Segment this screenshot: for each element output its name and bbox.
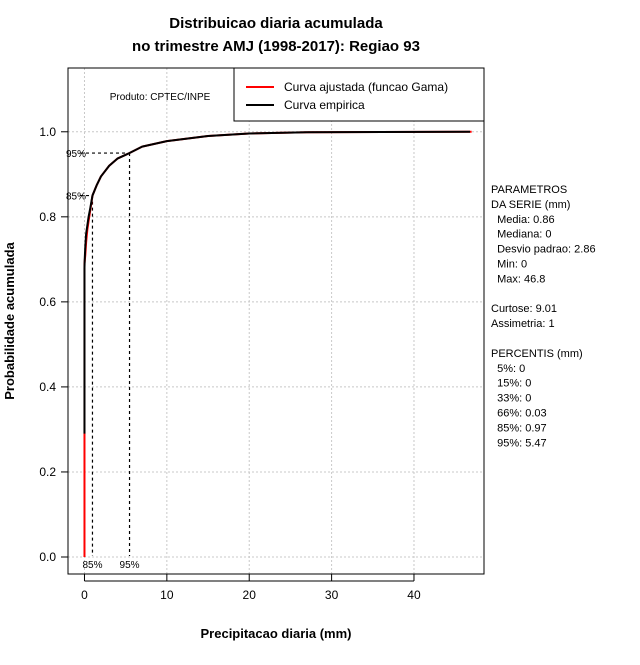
y-axis-title: Probabilidade acumulada [2, 241, 17, 399]
empirical-curve [83, 130, 471, 434]
stats-line: Mediana: 0 [491, 229, 552, 241]
stats-line: DA SERIE (mm) [491, 199, 570, 211]
legend-label-fitted: Curva ajustada (funcao Gama) [284, 80, 448, 94]
legend: Curva ajustada (funcao Gama) Curva empir… [233, 67, 485, 122]
x-axis-title: Precipitacao diaria (mm) [201, 626, 352, 641]
x-tick-label: 0 [81, 588, 88, 602]
chart-title-line-2: no trimestre AMJ (1998-2017): Regiao 93 [132, 38, 420, 55]
stats-line: PARAMETROS [491, 184, 567, 196]
percentile-marker-layer: 85% 85% 95% 95% [66, 149, 140, 571]
x-tick-label: 40 [407, 588, 421, 602]
stats-line: 33%: 0 [491, 393, 531, 405]
y-tick-label: 0.6 [39, 295, 56, 309]
percentile-x-label: 95% [120, 560, 140, 571]
producer-label: Produto: CPTEC/INPE [110, 92, 211, 103]
stats-line: Curtose: 9.01 [491, 303, 557, 315]
percentile-x-label: 85% [82, 560, 102, 571]
legend-label-empirical: Curva empirica [284, 98, 365, 112]
stats-line: PERCENTIS (mm) [491, 348, 583, 360]
y-tick-label: 1.0 [39, 125, 56, 139]
y-tick-label: 0.2 [39, 465, 56, 479]
percentile-y-label: 85% [66, 192, 86, 203]
stats-line: 85%: 0.97 [491, 422, 547, 434]
y-tick-label: 0.4 [39, 380, 56, 394]
y-tick-label: 0.8 [39, 210, 56, 224]
x-tick-label: 30 [325, 588, 339, 602]
legend-box [233, 67, 485, 122]
stats-line: Max: 46.8 [491, 273, 545, 285]
percentile-y-label: 95% [66, 149, 86, 160]
grid-layer [68, 68, 484, 574]
y-tick-label: 0.0 [39, 550, 56, 564]
stats-line: Assimetria: 1 [491, 318, 555, 330]
tick-layer: 0 10 20 30 40 0.0 0.2 0.4 0.6 0.8 1.0 [39, 125, 421, 602]
stats-line: 66%: 0.03 [491, 408, 547, 420]
stats-panel: PARAMETROS DA SERIE (mm) Media: 0.86 Medi… [491, 184, 596, 449]
stats-line: Min: 0 [491, 259, 527, 271]
x-tick-label: 10 [160, 588, 174, 602]
x-tick-label: 20 [243, 588, 257, 602]
stats-line: 15%: 0 [491, 378, 531, 390]
stats-line: 5%: 0 [491, 363, 525, 375]
series-layer [83, 130, 472, 557]
stats-line: 95%: 5.47 [491, 437, 547, 449]
stats-line: Media: 0.86 [491, 214, 555, 226]
stats-line: Desvio padrao: 2.86 [491, 244, 596, 256]
chart-title-line-1: Distribuicao diaria acumulada [169, 15, 383, 32]
